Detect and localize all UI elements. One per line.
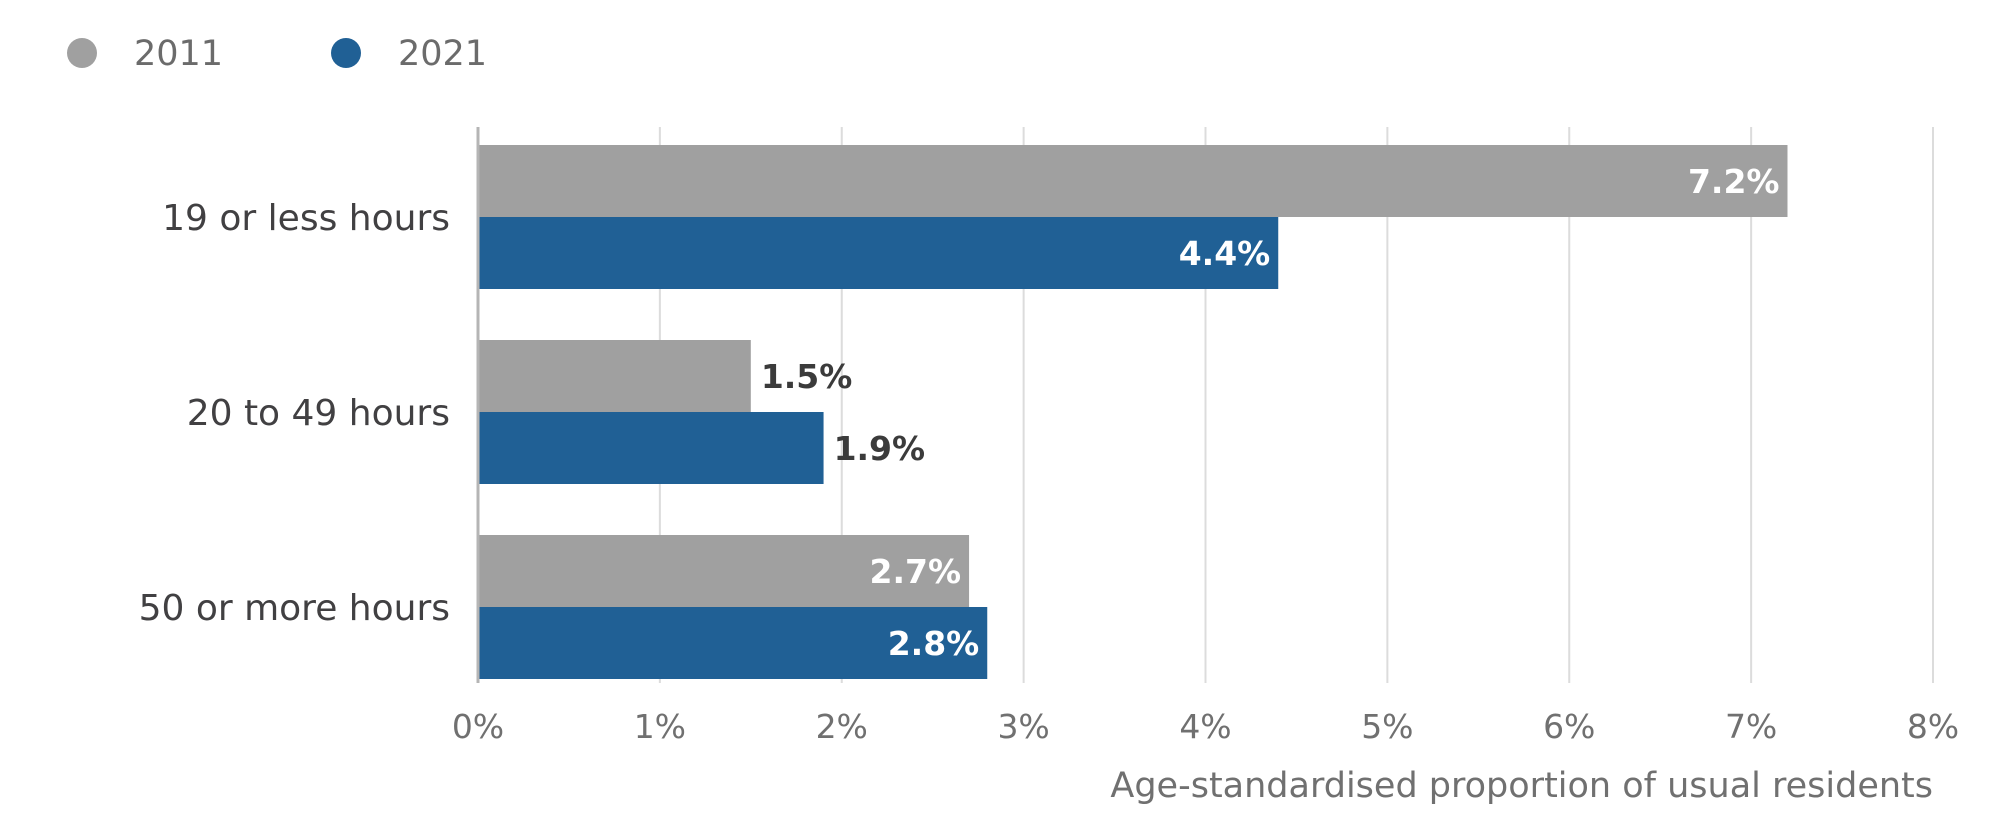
value-label-2021-1: 4.4%	[1179, 234, 1271, 273]
bar-2011-2	[478, 340, 751, 412]
x-tick-label: 8%	[1907, 707, 1959, 746]
x-tick-label: 5%	[1361, 707, 1413, 746]
bar-2011-1	[478, 145, 1788, 217]
value-label-2011-2: 1.5%	[761, 357, 853, 396]
bars: 7.2% 4.4% 1.5% 1.9% 2.7% 2.8%	[478, 145, 1788, 679]
bar-2021-2	[478, 412, 824, 484]
x-tick-label: 6%	[1543, 707, 1595, 746]
x-tick-label: 3%	[997, 707, 1049, 746]
value-label-2021-3: 2.8%	[888, 624, 980, 663]
legend-marker-2011	[67, 38, 97, 68]
legend: 2011 2021	[67, 34, 487, 74]
value-label-2011-3: 2.7%	[870, 552, 962, 591]
legend-marker-2021	[331, 38, 361, 68]
value-label-2011-1: 7.2%	[1688, 162, 1780, 201]
category-label: 50 or more hours	[139, 588, 450, 629]
bar-2021-1	[478, 217, 1279, 289]
x-axis: 0% 1% 2% 3% 4% 5% 6% 7% 8%	[452, 127, 1959, 746]
legend-label-2011: 2011	[134, 34, 223, 74]
x-tick-label: 0%	[452, 707, 504, 746]
legend-label-2021: 2021	[398, 34, 487, 74]
value-label-2021-2: 1.9%	[834, 429, 926, 468]
bar-2011-3	[478, 535, 970, 607]
category-label: 20 to 49 hours	[187, 393, 450, 434]
x-tick-label: 1%	[634, 707, 686, 746]
x-tick-label: 2%	[816, 707, 868, 746]
x-tick-label: 7%	[1725, 707, 1777, 746]
category-label: 19 or less hours	[162, 198, 450, 239]
x-tick-label: 4%	[1179, 707, 1231, 746]
x-axis-title: Age-standardised proportion of usual res…	[1110, 766, 1933, 806]
category-labels: 19 or less hours 20 to 49 hours 50 or more…	[139, 198, 450, 629]
bar-2021-3	[478, 607, 988, 679]
